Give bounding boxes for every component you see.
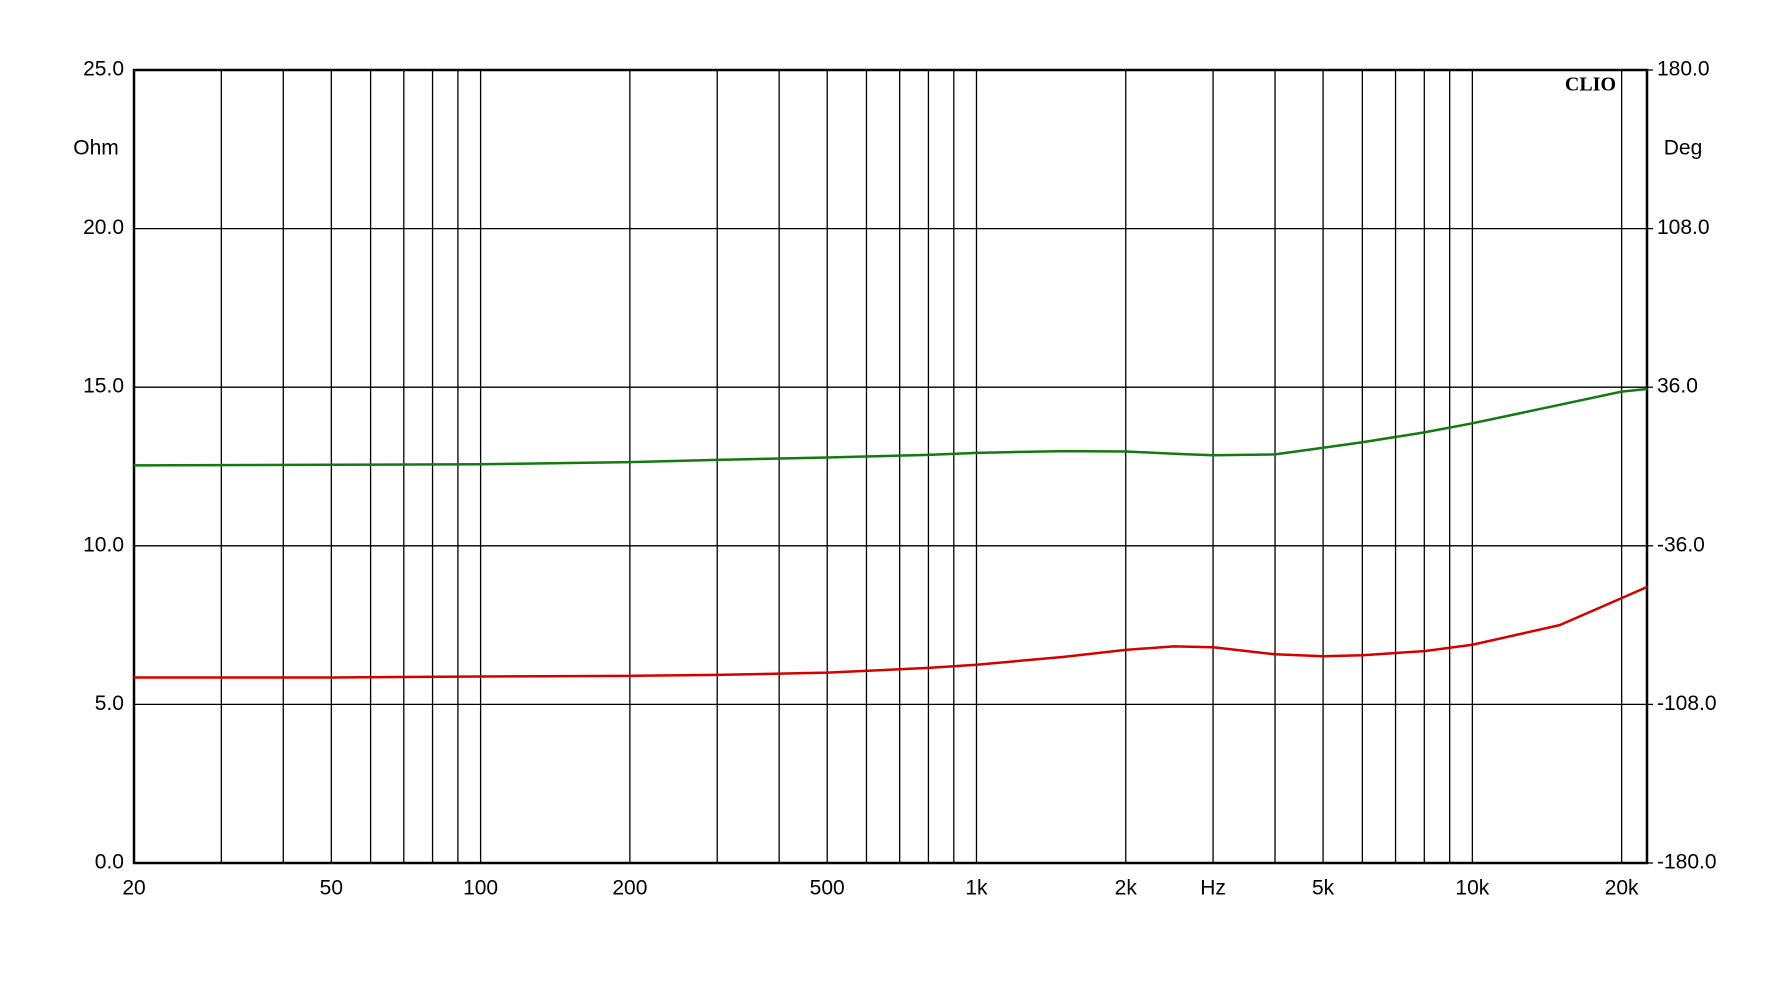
y-tick-label: 0.0 [95, 851, 124, 874]
x-tick-label: 20k [1605, 877, 1639, 900]
y-tick-label: 5.0 [95, 692, 124, 715]
y2-tick-label: -108.0 [1657, 692, 1717, 715]
x-tick-label: 50 [320, 877, 343, 900]
x-tick-label: 500 [810, 877, 845, 900]
y2-axis-label: Deg [1664, 137, 1703, 160]
plot-frame [132, 68, 1649, 865]
x-tick-label: 5k [1312, 877, 1335, 900]
data-line [133, 387, 1648, 467]
data-line [134, 585, 1648, 679]
y2-tick-label: 180.0 [1657, 58, 1710, 81]
x-tick-label: 10k [1455, 877, 1489, 900]
y-tick-label: 10.0 [83, 533, 124, 556]
x-tick-label: 200 [612, 877, 647, 900]
y2-tick-label: -180.0 [1657, 851, 1717, 874]
x-tick-label: 2k [1115, 877, 1138, 900]
y2-tick-label: 108.0 [1657, 216, 1710, 239]
x-tick-label: 20 [122, 877, 145, 900]
y-axis-label: Ohm [73, 137, 119, 160]
x-tick-label: 1k [965, 877, 988, 900]
y-tick-label: 20.0 [83, 216, 124, 239]
x-tick-label: 100 [463, 877, 498, 900]
y-tick-label: 15.0 [83, 375, 124, 398]
y-tick-label: 25.0 [83, 58, 124, 81]
y2-tick-label: -36.0 [1657, 533, 1705, 556]
annotation: CLIO [1565, 74, 1616, 96]
y2-tick-label: 36.0 [1657, 375, 1698, 398]
x-tick-label: Hz [1200, 877, 1226, 900]
